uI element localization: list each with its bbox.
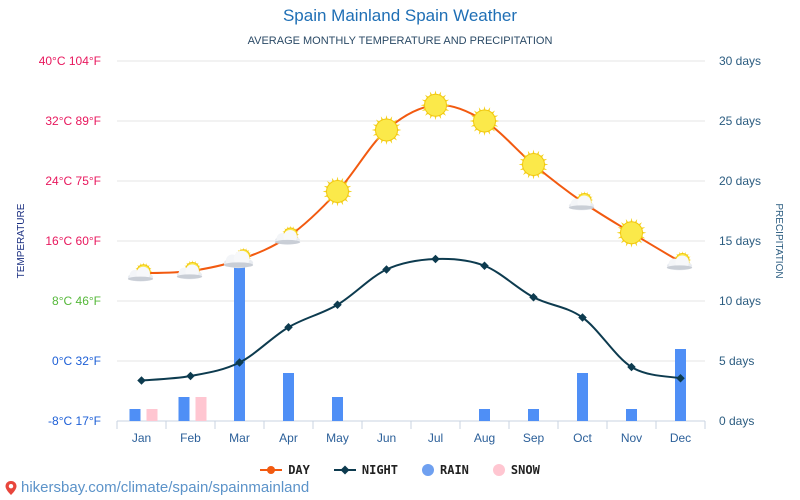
- left-tick-label: 0°C 32°F: [52, 354, 101, 368]
- left-tick-label: 40°C 104°F: [39, 54, 101, 68]
- rain-bar: [528, 409, 539, 421]
- x-tick-label: Jun: [377, 431, 396, 445]
- x-tick-label: Mar: [229, 431, 250, 445]
- rain-bar: [479, 409, 490, 421]
- x-tick-label: Nov: [621, 431, 642, 445]
- left-tick-label: 16°C 60°F: [45, 234, 101, 248]
- day-series-line: [141, 104, 682, 275]
- legend-rain-swatch: [422, 464, 434, 476]
- credit-link[interactable]: hikersbay.com/climate/spain/spainmainlan…: [4, 479, 309, 496]
- rain-bar: [675, 349, 686, 421]
- chart-subtitle: AVERAGE MONTHLY TEMPERATURE AND PRECIPIT…: [247, 35, 553, 47]
- night-point: [333, 300, 342, 309]
- rain-bar: [283, 373, 294, 421]
- night-point: [529, 293, 538, 302]
- right-tick-label: 5 days: [719, 354, 754, 368]
- chart-title: Spain Mainland Spain Weather: [282, 6, 518, 25]
- location-pin-icon: [5, 480, 17, 495]
- sun-disc: [522, 153, 545, 176]
- cloud-shadow: [127, 276, 154, 282]
- night-point: [578, 313, 587, 322]
- left-tick-label: 32°C 89°F: [45, 114, 101, 128]
- left-tick-label: 8°C 46°F: [52, 294, 101, 308]
- snow-bar: [146, 409, 158, 421]
- night-series-line: [141, 257, 681, 382]
- night-point: [627, 362, 636, 372]
- sun-disc: [375, 118, 398, 142]
- night-point: [480, 261, 489, 270]
- night-point: [676, 374, 685, 383]
- rain-bar: [129, 409, 141, 421]
- legend-day[interactable]: DAY: [260, 463, 310, 477]
- legend-night-label: NIGHT: [361, 463, 398, 477]
- legend-night[interactable]: NIGHT: [333, 463, 398, 477]
- night-point: [235, 358, 244, 367]
- right-axis-title: PRECIPITATION: [773, 203, 784, 278]
- cloud-shadow: [568, 205, 595, 210]
- cloud-shadow: [666, 265, 693, 270]
- right-tick-label: 15 days: [719, 234, 761, 248]
- rain-bar: [234, 265, 245, 421]
- partly-cloudy-icon: [666, 251, 693, 271]
- right-tick-label: 20 days: [719, 174, 761, 188]
- cloud-shadow: [176, 274, 203, 279]
- legend-night-swatch: [333, 465, 356, 475]
- legend-rain-label: RAIN: [440, 463, 469, 477]
- sun-icon: [469, 106, 500, 136]
- x-tick-label: Feb: [180, 431, 201, 445]
- rain-bar: [626, 409, 637, 421]
- right-tick-label: 10 days: [719, 294, 761, 308]
- sun-icon: [371, 115, 402, 145]
- night-point: [382, 265, 391, 274]
- left-axis-title: TEMPERATURE: [16, 203, 27, 278]
- night-point: [431, 254, 440, 264]
- partly-cloudy-icon: [568, 191, 595, 211]
- partly-cloudy-icon: [127, 262, 154, 282]
- legend-day-swatch: [260, 466, 283, 474]
- sun-disc: [620, 221, 643, 245]
- right-tick-label: 0 days: [719, 414, 754, 428]
- x-tick-label: Aug: [474, 431, 495, 445]
- x-tick-label: Jan: [132, 431, 151, 445]
- night-point: [137, 376, 146, 385]
- chart-legend: DAY NIGHT RAIN SNOW: [0, 463, 800, 477]
- right-tick-label: 30 days: [719, 54, 761, 68]
- sun-disc: [424, 93, 447, 117]
- legend-rain[interactable]: RAIN: [422, 463, 469, 477]
- partly-cloudy-icon: [274, 225, 301, 245]
- x-tick-label: Jul: [428, 431, 443, 445]
- legend-snow-swatch: [492, 464, 505, 476]
- legend-snow-label: SNOW: [510, 463, 540, 477]
- sun-icon: [616, 217, 647, 248]
- legend-snow[interactable]: SNOW: [492, 463, 540, 477]
- partly-cloudy-icon: [176, 260, 203, 280]
- left-tick-label: -8°C 17°F: [48, 414, 101, 428]
- right-tick-label: 25 days: [719, 114, 761, 128]
- sun-disc: [473, 109, 496, 133]
- x-tick-label: Sep: [523, 431, 545, 445]
- rain-bar: [178, 397, 190, 421]
- partly-cloudy-icon: [223, 247, 254, 269]
- cloud-shadow: [274, 239, 301, 245]
- cloud-shadow: [223, 262, 254, 268]
- credit-text: hikersbay.com/climate/spain/spainmainlan…: [21, 479, 310, 496]
- x-tick-label: May: [326, 431, 349, 445]
- left-tick-label: 24°C 75°F: [45, 174, 101, 188]
- snow-bar: [195, 397, 207, 421]
- night-point: [186, 371, 195, 381]
- x-tick-label: Dec: [670, 431, 691, 445]
- rain-bar: [332, 397, 343, 421]
- sun-icon: [420, 90, 451, 121]
- sun-icon: [322, 176, 353, 207]
- night-point: [284, 323, 293, 332]
- sun-icon: [518, 149, 549, 180]
- sun-disc: [326, 180, 349, 203]
- rain-bar: [577, 373, 588, 421]
- x-tick-label: Apr: [279, 431, 298, 445]
- legend-day-label: DAY: [288, 463, 310, 477]
- x-tick-label: Oct: [573, 431, 592, 445]
